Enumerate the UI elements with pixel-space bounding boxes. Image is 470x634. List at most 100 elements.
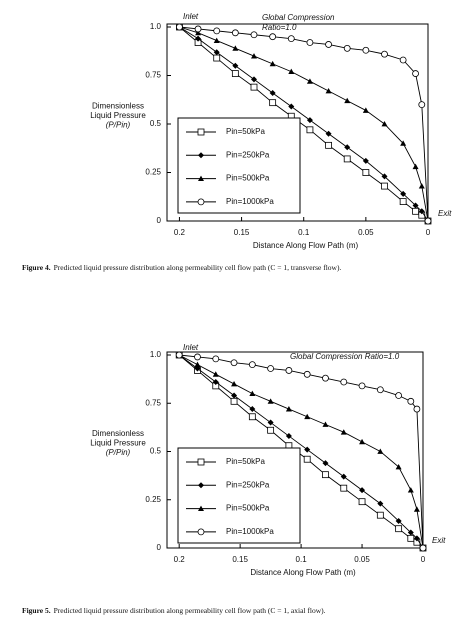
marker <box>412 207 419 215</box>
marker <box>400 140 407 146</box>
x-tick-label: 0.1 <box>298 228 310 237</box>
marker <box>381 50 388 58</box>
marker <box>231 380 238 387</box>
marker <box>344 97 351 104</box>
marker <box>325 130 332 137</box>
marker <box>376 511 384 519</box>
series-line <box>179 26 429 222</box>
legend-marker <box>197 128 205 136</box>
marker <box>306 117 313 124</box>
marker <box>269 89 276 96</box>
legend-label: Pin=250kPa <box>226 150 270 159</box>
legend-marker <box>197 528 205 536</box>
legend-label: Pin=500kPa <box>226 174 270 183</box>
marker <box>231 392 238 399</box>
marker <box>232 62 239 69</box>
marker <box>288 103 295 110</box>
note: Global Compression Ratio=1.0 <box>290 352 400 361</box>
marker <box>340 429 347 435</box>
x-axis-label: Distance Along Flow Path (m) <box>253 241 359 250</box>
marker <box>231 70 239 77</box>
marker <box>267 398 274 404</box>
inlet-label: Inlet <box>183 12 199 21</box>
marker <box>325 88 332 94</box>
x-tick-label: 0 <box>426 228 431 237</box>
series-line <box>179 26 429 222</box>
marker <box>395 392 403 399</box>
marker <box>285 406 292 412</box>
marker <box>377 500 384 507</box>
marker <box>419 544 427 552</box>
series-line <box>179 26 429 222</box>
marker <box>269 60 276 67</box>
marker <box>418 208 425 215</box>
marker <box>269 99 277 107</box>
note: Global Compression <box>262 13 335 22</box>
marker <box>194 353 201 361</box>
marker <box>362 107 369 113</box>
marker <box>248 413 256 421</box>
marker <box>251 76 257 83</box>
marker <box>407 534 415 542</box>
marker <box>322 460 329 467</box>
x-tick-label: 0 <box>421 555 426 564</box>
caption-text: Predicted liquid pressure distribution a… <box>54 263 342 272</box>
marker <box>407 397 415 405</box>
marker <box>213 49 220 56</box>
x-tick-label: 0.1 <box>296 555 308 564</box>
x-tick-label: 0.2 <box>174 228 186 237</box>
marker <box>194 361 201 368</box>
marker <box>399 56 407 64</box>
y-tick-label: 0.25 <box>145 495 161 504</box>
marker <box>413 506 420 512</box>
marker <box>322 374 329 382</box>
marker <box>212 379 219 386</box>
y-tick-label: 1.0 <box>150 350 162 359</box>
marker <box>306 39 314 46</box>
marker <box>285 367 293 374</box>
marker <box>325 141 332 149</box>
marker <box>230 397 238 405</box>
marker <box>212 355 220 363</box>
caption-label: Figure 4. <box>22 263 51 272</box>
marker <box>418 183 425 189</box>
marker <box>176 23 183 31</box>
inlet-label: Inlet <box>183 343 199 352</box>
x-tick-label: 0.15 <box>234 228 250 237</box>
marker <box>267 419 274 426</box>
series-line <box>179 26 429 222</box>
marker <box>213 27 221 35</box>
marker <box>288 68 295 75</box>
plot-frame <box>166 23 429 222</box>
marker <box>250 83 258 91</box>
marker <box>362 157 369 164</box>
marker <box>359 487 366 494</box>
marker <box>267 426 275 434</box>
caption: Figure 4. Predicted liquid pressure distr… <box>22 263 341 272</box>
marker <box>249 390 256 396</box>
marker <box>267 365 275 372</box>
marker <box>213 37 220 43</box>
x-tick-label: 0.2 <box>174 555 186 564</box>
y-tick-label: 0.25 <box>145 168 161 177</box>
y-axis-label: Liquid Pressure <box>90 439 146 448</box>
y-tick-label: 0 <box>157 216 162 225</box>
y-tick-label: 0.5 <box>150 119 162 128</box>
legend-label: Pin=250kPa <box>226 480 270 489</box>
legend-label: Pin=1000kPa <box>226 197 274 206</box>
y-axis-label: (P/Pin) <box>106 448 131 457</box>
marker <box>381 173 388 180</box>
legend-marker <box>197 198 205 206</box>
marker <box>418 101 426 108</box>
marker <box>249 406 256 413</box>
marker <box>195 29 202 36</box>
plot-frame <box>166 351 424 549</box>
y-axis-label: Dimensionless <box>92 429 144 438</box>
marker <box>362 46 370 54</box>
marker <box>359 438 366 445</box>
marker <box>395 525 403 533</box>
marker <box>304 446 311 453</box>
marker <box>362 169 370 176</box>
marker <box>358 498 366 506</box>
